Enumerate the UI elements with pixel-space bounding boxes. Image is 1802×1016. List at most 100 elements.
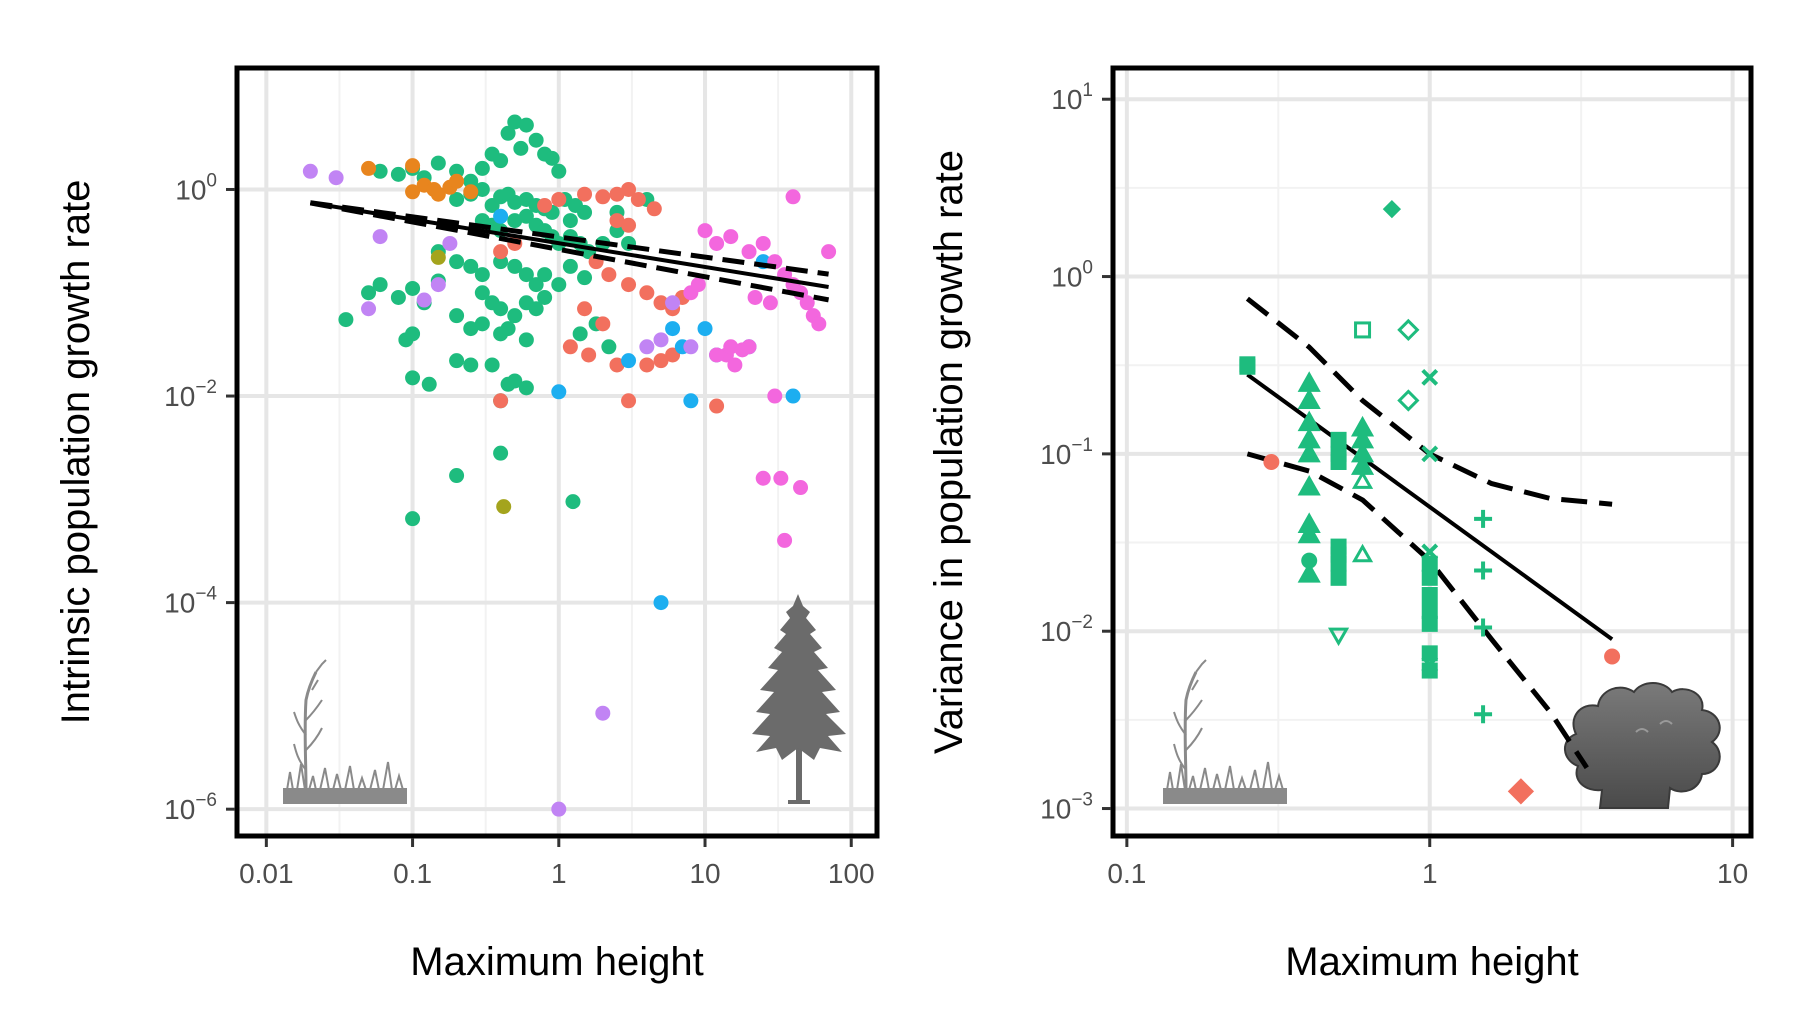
data-point-green — [463, 321, 479, 337]
data-point-square-filled — [1330, 431, 1347, 448]
data-points — [1239, 200, 1621, 805]
data-point-green — [528, 277, 544, 293]
data-point-salmon — [595, 189, 611, 205]
data-point-square-filled — [1239, 358, 1256, 375]
grass-icon — [283, 659, 407, 804]
data-point-salmon — [639, 357, 655, 373]
data-point-salmon — [577, 186, 593, 202]
data-point-blue — [621, 353, 637, 369]
data-point-plus — [1474, 509, 1493, 528]
data-point-green — [405, 511, 421, 527]
data-point-green — [518, 332, 534, 348]
data-point-purple — [639, 339, 655, 355]
data-point-diamond-open — [1397, 389, 1420, 412]
data-point-square-filled — [1330, 453, 1347, 470]
data-point-magenta — [747, 289, 763, 305]
data-point-salmon — [551, 191, 567, 207]
growth-rate-panel: 0.01 0.1 1 10 100 100 10−2 10−4 10−6 Maximum he… — [54, 65, 880, 984]
data-point-orange — [463, 184, 479, 200]
data-point-circle-filled — [1604, 648, 1621, 665]
data-point-green — [500, 321, 516, 337]
data-point-purple — [416, 292, 432, 308]
data-point-square-filled — [1421, 662, 1438, 679]
data-point-olive — [496, 499, 512, 515]
data-point-magenta — [793, 480, 809, 496]
data-point-green — [493, 445, 509, 461]
panel-border — [1110, 65, 1754, 839]
lower-ci-line — [309, 200, 830, 303]
data-point-salmon — [621, 277, 637, 293]
data-point-green — [562, 213, 578, 229]
data-point-purple — [361, 301, 377, 317]
data-point-square-filled — [1421, 615, 1438, 632]
data-point-orange — [405, 184, 421, 200]
data-point-green — [528, 132, 544, 148]
data-point-salmon — [653, 295, 669, 311]
data-point-salmon — [621, 217, 637, 233]
data-point-cross — [1421, 368, 1439, 386]
data-point-magenta — [785, 189, 801, 205]
data-point-square-filled — [1330, 569, 1347, 586]
data-point-green — [361, 285, 377, 301]
data-point-magenta — [727, 357, 743, 373]
data-point-plus — [1474, 618, 1493, 637]
data-point-plus — [1474, 561, 1493, 580]
data-point-salmon — [609, 213, 625, 229]
y-axis: 101 100 10−1 10−2 10−3 — [1040, 80, 1111, 825]
data-point-magenta — [799, 295, 815, 311]
x-axis-title: Maximum height — [410, 940, 703, 984]
x-tick-label: 0.01 — [239, 858, 294, 889]
y-tick-label: 10−3 — [1040, 790, 1093, 825]
x-tick-label: 0.1 — [393, 858, 432, 889]
data-point-green — [518, 267, 534, 283]
data-point-magenta — [767, 388, 783, 404]
data-point-green — [405, 326, 421, 342]
data-point-magenta — [811, 316, 827, 332]
data-point-magenta — [755, 470, 771, 486]
data-point-circle-filled — [1301, 552, 1318, 569]
x-tick-label: 10 — [689, 858, 720, 889]
data-point-green — [474, 316, 490, 332]
data-point-salmon — [630, 191, 646, 207]
data-point-green — [537, 267, 553, 283]
fit-line — [310, 200, 829, 289]
x-axis: 0.1 1 10 — [1107, 838, 1748, 889]
data-point-blue — [493, 208, 509, 224]
data-point-green — [537, 289, 553, 305]
data-point-salmon — [577, 301, 593, 317]
data-point-salmon — [621, 181, 637, 197]
y-tick-label: 100 — [1051, 258, 1093, 293]
data-point-magenta — [773, 470, 789, 486]
data-point-purple — [595, 705, 611, 721]
x-tick-label: 1 — [1422, 858, 1438, 889]
data-point-magenta — [777, 532, 793, 548]
data-point-purple — [372, 229, 388, 245]
data-point-magenta — [690, 277, 706, 293]
data-point-salmon — [709, 398, 725, 414]
x-axis-title: Maximum height — [1285, 940, 1578, 984]
data-point-blue — [653, 595, 669, 611]
data-point-green — [449, 353, 465, 369]
data-point-orange — [361, 160, 377, 176]
data-point-green — [474, 160, 490, 176]
data-point-green — [601, 339, 617, 355]
data-point-triangle-filled — [1297, 441, 1321, 463]
grass-icon — [1163, 659, 1287, 804]
x-tick-label: 100 — [828, 858, 875, 889]
data-point-green — [474, 181, 490, 197]
data-point-green — [518, 117, 534, 133]
data-point-magenta — [741, 244, 757, 260]
regression-lines — [309, 200, 830, 303]
data-point-blue — [551, 384, 567, 400]
data-point-salmon — [609, 357, 625, 373]
data-point-triangle-filled — [1297, 474, 1321, 496]
y-tick-label: 10−4 — [164, 584, 217, 619]
data-point-salmon — [601, 267, 617, 283]
data-point-green — [421, 376, 437, 392]
data-point-green — [474, 285, 490, 301]
bush-icon — [1564, 682, 1721, 809]
data-point-purple — [665, 295, 681, 311]
data-point-green — [449, 308, 465, 324]
data-point-salmon — [646, 201, 662, 217]
